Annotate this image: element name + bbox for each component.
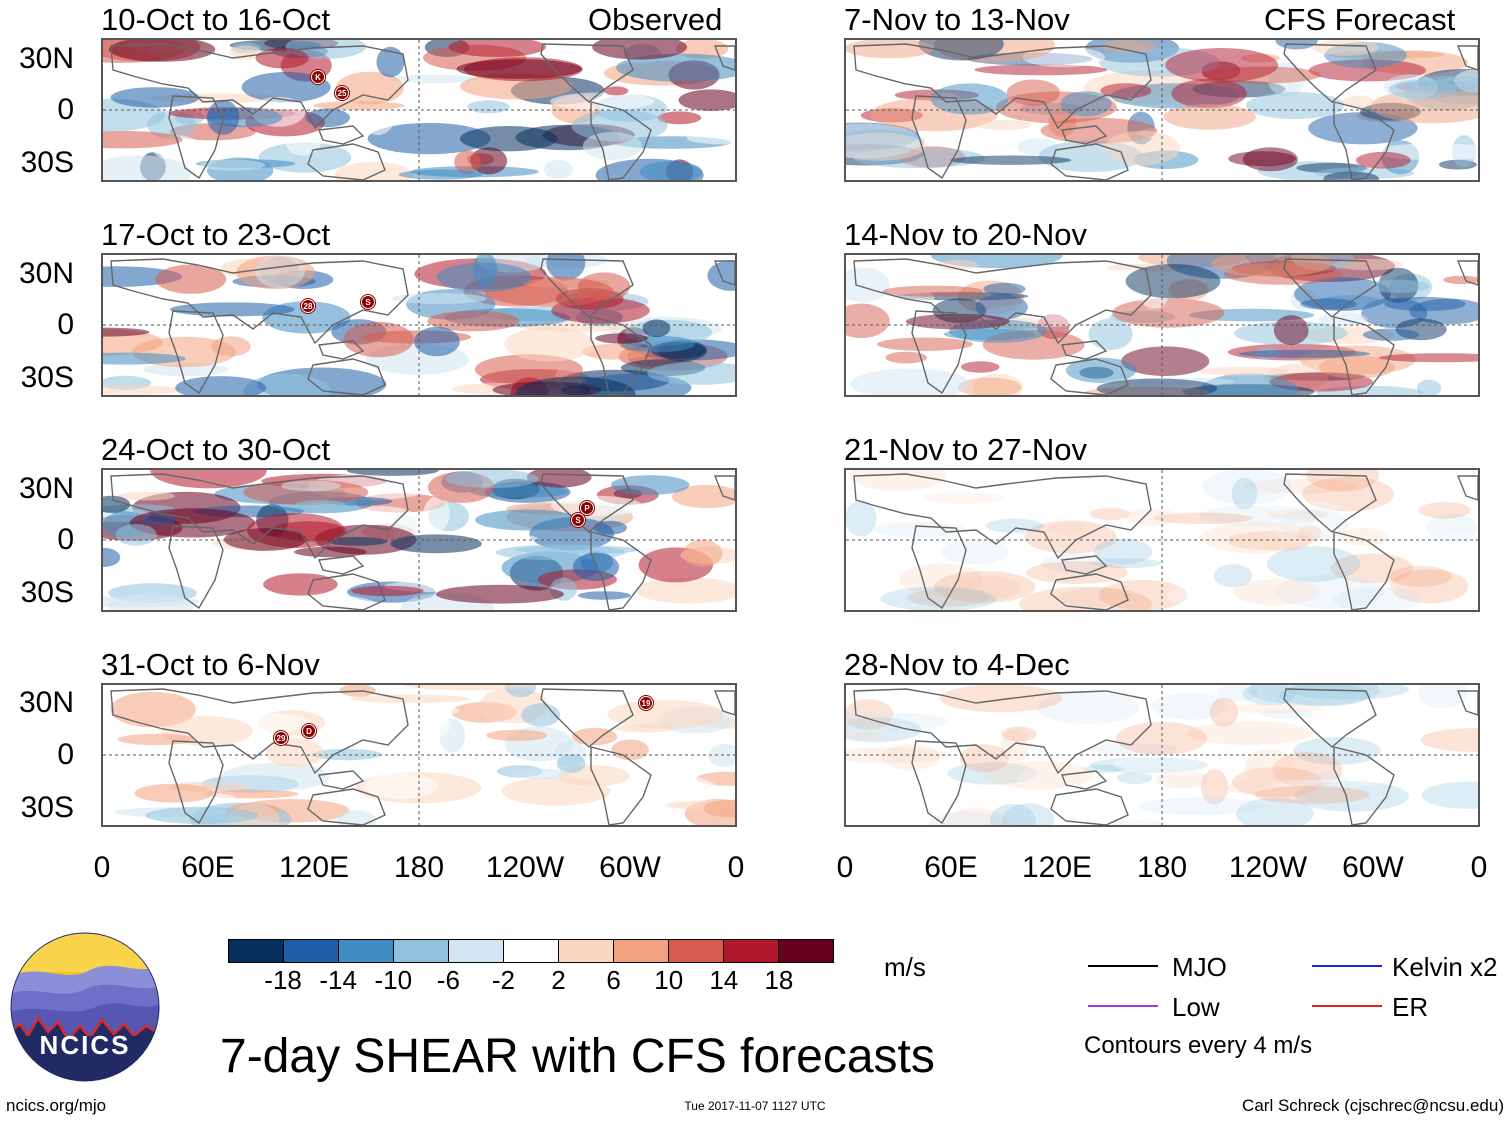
colorbar-swatch xyxy=(723,940,778,962)
legend-label-mjo: MJO xyxy=(1172,952,1227,982)
lon-label: 0 xyxy=(836,851,854,884)
legend-line-mjo xyxy=(1088,965,1158,967)
lat-label: 0 xyxy=(57,308,74,341)
panel-title: 10-Oct to 16-Oct xyxy=(101,2,331,37)
legend-line-er xyxy=(1312,1005,1382,1007)
logo-text: NCICS xyxy=(39,1030,131,1060)
colorbar-tick-label: 14 xyxy=(709,965,739,995)
legend-label-er: ER xyxy=(1392,992,1429,1022)
legend-label-kelvin: Kelvin x2 xyxy=(1392,952,1498,982)
colorbar-swatch xyxy=(393,940,448,962)
panel-title: 21-Nov to 27-Nov xyxy=(844,432,1087,467)
legend-line-kelvin xyxy=(1312,965,1382,967)
colorbar-tick-label: -2 xyxy=(491,965,516,995)
lon-label: 180 xyxy=(1136,851,1188,884)
colorbar-swatch xyxy=(229,940,283,962)
colorbar-swatch xyxy=(558,940,613,962)
shear-map-forecast-4 xyxy=(844,683,1480,827)
colorbar-swatch xyxy=(283,940,338,962)
lat-label: 30S xyxy=(20,576,74,609)
colorbar-tick-label: 18 xyxy=(764,965,794,995)
storm-marker-icon: 25 xyxy=(335,86,349,100)
colorbar-tick-label: -6 xyxy=(436,965,460,995)
storm-marker-icon: D xyxy=(302,724,316,738)
lon-label: 60E xyxy=(181,851,235,884)
colorbar-tick-label: -18 xyxy=(264,965,302,995)
colorbar-swatch xyxy=(503,940,558,962)
lon-label: 60W xyxy=(1342,851,1404,884)
colorbar-tick-label: -14 xyxy=(319,965,357,995)
lat-label: 0 xyxy=(57,738,74,771)
panel-title: 14-Nov to 20-Nov xyxy=(844,217,1087,252)
storm-marker-icon: 28 xyxy=(301,299,315,313)
colorbar-tick-label: -10 xyxy=(374,965,413,995)
shear-map-forecast-2 xyxy=(844,253,1480,397)
storm-marker-icon: S xyxy=(361,295,375,309)
lon-label: 60W xyxy=(599,851,661,884)
lat-label: 30N xyxy=(18,472,74,505)
lat-label: 30N xyxy=(18,42,74,75)
shear-map-observed-1 xyxy=(101,38,737,182)
colorbar-unit: m/s xyxy=(884,952,926,982)
colorbar-swatch xyxy=(448,940,503,962)
lat-label: 30N xyxy=(18,686,74,719)
lat-label: 0 xyxy=(57,93,74,126)
colorbar-swatch xyxy=(778,940,833,962)
legend-line-low xyxy=(1088,1005,1158,1007)
shear-map-forecast-1 xyxy=(844,38,1480,182)
colorbar-swatch xyxy=(338,940,393,962)
lon-label: 0 xyxy=(93,851,111,884)
panel-title: 31-Oct to 6-Nov xyxy=(101,647,320,682)
shear-map-observed-3 xyxy=(101,468,737,612)
footer-author[interactable]: Carl Schreck (cjschrec@ncsu.edu) xyxy=(1242,1096,1504,1115)
main-title: 7-day SHEAR with CFS forecasts xyxy=(220,1030,935,1083)
footer-timestamp: Tue 2017-11-07 1127 UTC xyxy=(684,1099,826,1113)
lat-label: 30S xyxy=(20,146,74,179)
colorbar-swatch xyxy=(668,940,723,962)
shear-map-observed-4 xyxy=(101,683,737,827)
colorbar-tick-label: 6 xyxy=(606,965,621,995)
contours-note: Contours every 4 m/s xyxy=(1084,1032,1313,1059)
lon-label: 120W xyxy=(485,851,565,884)
lon-label: 120E xyxy=(278,851,350,884)
shear-map-forecast-3 xyxy=(844,468,1480,612)
lon-label: 60E xyxy=(924,851,978,884)
storm-marker-icon: K xyxy=(311,70,325,84)
storm-marker-icon: 29 xyxy=(274,731,288,745)
lat-label: 30N xyxy=(18,257,74,290)
colorbar-tick-label: 10 xyxy=(654,965,684,995)
colorbar xyxy=(228,939,834,963)
panel-tag-forecast: CFS Forecast xyxy=(1264,2,1456,37)
lon-label: 120E xyxy=(1021,851,1093,884)
legend-label-low: Low xyxy=(1172,992,1220,1022)
lat-label: 30S xyxy=(20,791,74,824)
panel-tag-observed: Observed xyxy=(588,2,723,37)
storm-marker-icon: 19 xyxy=(639,696,653,710)
shear-map-observed-2 xyxy=(101,253,737,397)
lon-label: 0 xyxy=(1470,851,1488,884)
panel-title: 28-Nov to 4-Dec xyxy=(844,647,1070,682)
lat-label: 30S xyxy=(20,361,74,394)
lon-label: 120W xyxy=(1228,851,1308,884)
panel-title: 7-Nov to 13-Nov xyxy=(844,2,1070,37)
ncics-logo: NCICS xyxy=(10,932,160,1082)
colorbar-swatch xyxy=(613,940,668,962)
storm-marker-icon: P xyxy=(580,501,594,515)
panel-title: 17-Oct to 23-Oct xyxy=(101,217,331,252)
lon-label: 0 xyxy=(727,851,745,884)
lon-label: 180 xyxy=(393,851,445,884)
lat-label: 0 xyxy=(57,523,74,556)
panel-title: 24-Oct to 30-Oct xyxy=(101,432,331,467)
colorbar-tick-label: 2 xyxy=(551,965,566,995)
footer-url[interactable]: ncics.org/mjo xyxy=(6,1096,107,1115)
storm-marker-icon: S xyxy=(571,513,585,527)
